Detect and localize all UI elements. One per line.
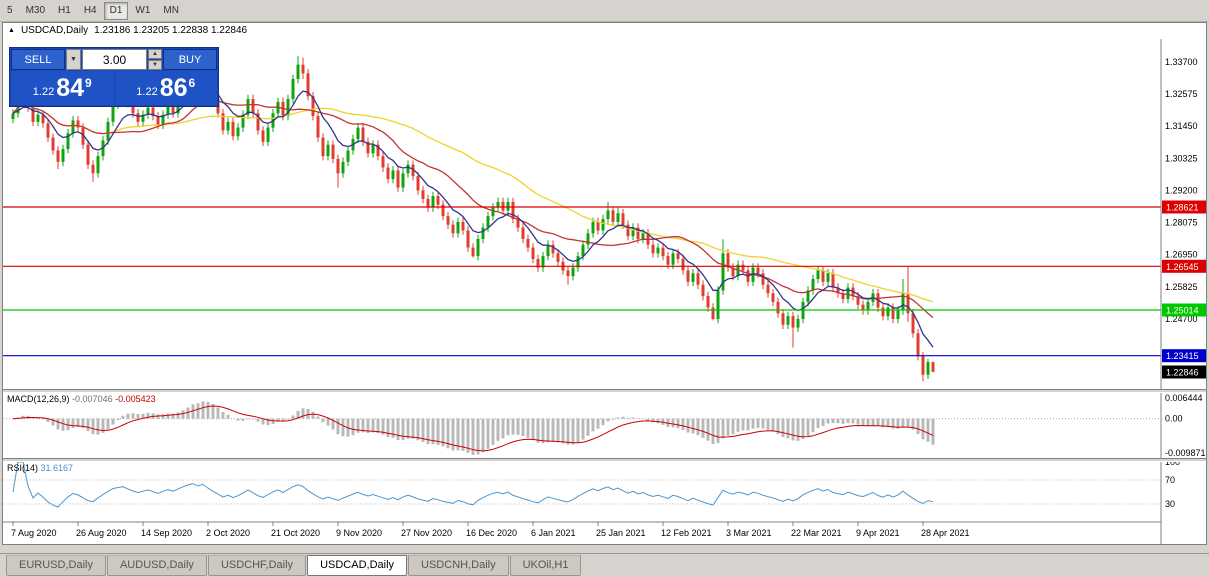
bid-price-display[interactable]: 1.22 84 9	[11, 71, 114, 105]
timeframe-button-MN[interactable]: MN	[163, 5, 179, 16]
macd-main-value: -0.007046	[72, 394, 113, 404]
price-axis-label: 1.24700	[1165, 314, 1198, 324]
date-axis-label: 26 Aug 2020	[76, 528, 127, 538]
macd-signal-value: -0.005423	[115, 394, 156, 404]
bid-price-prefix: 1.22	[32, 86, 55, 98]
date-axis-label: 14 Sep 2020	[141, 528, 192, 538]
chart-tab-USDCHF-Daily[interactable]: USDCHF,Daily	[207, 555, 307, 576]
date-axis-label: 7 Aug 2020	[11, 528, 57, 538]
collapse-arrow-icon[interactable]: ▲	[8, 27, 15, 34]
price-badge	[1162, 200, 1206, 214]
rsi-value: 31.6167	[40, 463, 74, 473]
ask-price-display[interactable]: 1.22 86 6	[114, 71, 217, 105]
one-click-trading-panel: SELL ▼ ▲ ▼ BUY 1.22 84 9 1.22	[9, 47, 219, 107]
rsi-axis-label: 70	[1165, 475, 1175, 485]
chart-symbol-label: USDCAD,Daily	[20, 25, 89, 36]
price-axis-label: 1.25825	[1165, 282, 1198, 292]
price-axis-label: 1.31450	[1165, 121, 1198, 131]
price-badge-text: 1.25014	[1166, 306, 1199, 316]
date-axis-label: 9 Apr 2021	[856, 528, 900, 538]
buy-button[interactable]: BUY	[163, 49, 217, 70]
price-axis-label: 1.26950	[1165, 250, 1198, 260]
macd-indicator-label: MACD(12,26,9) -0.007046 -0.005423	[7, 394, 156, 404]
rsi-indicator-label: RSI(14) 31.6167	[7, 463, 73, 473]
chart-tab-USDCNH-Daily[interactable]: USDCNH,Daily	[408, 555, 509, 576]
macd-histogram	[16, 401, 935, 455]
volume-spinner: ▲ ▼	[148, 49, 162, 70]
price-axis-label: 1.33700	[1165, 57, 1198, 67]
date-axis-label: 22 Mar 2021	[791, 528, 842, 538]
chart-plot[interactable]: 1.33700 1.32575 1.31450 1.30325 1.29200 1.280…	[3, 23, 1207, 545]
pane-splitter-macd[interactable]	[3, 389, 1206, 393]
volume-decrease-button[interactable]: ▼	[148, 60, 162, 70]
price-axis-label: 1.28075	[1165, 218, 1198, 228]
rsi-axis-label: 30	[1165, 499, 1175, 509]
sell-button[interactable]: SELL	[11, 49, 65, 70]
date-axis-label: 27 Nov 2020	[401, 528, 452, 538]
timeframe-toolbar: 5 M30 H1 H4 D1 W1 MN	[0, 0, 1209, 22]
date-axis-label: 28 Apr 2021	[921, 528, 970, 538]
price-badge-text: 1.26545	[1166, 262, 1199, 272]
rsi-line	[12, 461, 934, 508]
volume-input[interactable]	[83, 50, 146, 69]
ask-price-point: 6	[188, 76, 196, 90]
timeframe-button-M30[interactable]: M30	[25, 5, 46, 16]
date-axis-label: 6 Jan 2021	[531, 528, 576, 538]
pane-splitter-rsi[interactable]	[3, 458, 1206, 462]
ask-price-pips: 86	[159, 73, 188, 102]
timeframe-button-H1[interactable]: H1	[58, 5, 71, 16]
macd-name: MACD(12,26,9)	[7, 394, 70, 404]
chart-tab-AUDUSD-Daily[interactable]: AUDUSD,Daily	[106, 555, 207, 576]
bid-price-pips: 84	[56, 73, 85, 102]
date-axis-label: 2 Oct 2020	[206, 528, 250, 538]
price-badge	[1162, 365, 1206, 379]
price-badge	[1162, 303, 1206, 317]
chart-window: 1.33700 1.32575 1.31450 1.30325 1.29200 1.280…	[2, 22, 1207, 545]
ma-line-sma45	[12, 103, 934, 303]
price-badge-text: 1.22846	[1166, 368, 1199, 378]
volume-increase-button[interactable]: ▲	[148, 49, 162, 59]
chart-tab-UKOil-H1[interactable]: UKOil,H1	[509, 555, 582, 576]
price-badge-text: 1.28621	[1166, 203, 1199, 213]
timeframe-button-5[interactable]: 5	[7, 5, 13, 16]
chart-ohlc-values: 1.23186 1.23205 1.22838 1.22846	[94, 25, 248, 36]
chart-tab-EURUSD-Daily[interactable]: EURUSD,Daily	[6, 555, 106, 576]
timeframe-button-W1[interactable]: W1	[135, 5, 151, 16]
rsi-name: RSI(14)	[7, 463, 39, 473]
chart-tab-USDCAD-Daily[interactable]: USDCAD,Daily	[307, 555, 408, 576]
volume-dropdown-button[interactable]: ▼	[66, 49, 81, 70]
date-axis-label: 16 Dec 2020	[466, 528, 517, 538]
macd-signal-line	[12, 405, 934, 452]
chart-title: ▲ USDCAD,Daily 1.23186 1.23205 1.22838 1…	[8, 25, 247, 36]
date-axis-label: 9 Nov 2020	[336, 528, 382, 538]
macd-axis-label: -0.009871	[1165, 448, 1206, 458]
ma-line-sma20	[12, 99, 934, 319]
macd-axis-label: 0.006444	[1165, 393, 1203, 403]
macd-axis-label: 0.00	[1165, 414, 1183, 424]
price-badge-text: 1.23415	[1166, 351, 1199, 361]
chart-tab-bar: EURUSD,Daily AUDUSD,Daily USDCHF,Daily USDC…	[0, 553, 1209, 577]
price-badge	[1162, 259, 1206, 273]
timeframe-button-D1[interactable]: D1	[103, 1, 129, 20]
rsi-axis-label: 100	[1165, 457, 1180, 467]
date-axis-label: 12 Feb 2021	[661, 528, 712, 538]
timeframe-button-H4[interactable]: H4	[83, 5, 97, 16]
date-axis-label: 21 Oct 2020	[271, 528, 320, 538]
date-axis-label: 25 Jan 2021	[596, 528, 646, 538]
price-axis-label: 1.32575	[1165, 89, 1198, 99]
ask-price-prefix: 1.22	[136, 86, 158, 98]
ma-line-ema8	[12, 85, 934, 348]
price-axis-label: 1.29200	[1165, 185, 1198, 195]
bid-price-point: 9	[85, 76, 92, 90]
price-badge	[1162, 349, 1206, 363]
volume-field	[82, 49, 147, 70]
date-axis-label: 3 Mar 2021	[726, 528, 772, 538]
price-axis-label: 1.30325	[1165, 153, 1198, 163]
